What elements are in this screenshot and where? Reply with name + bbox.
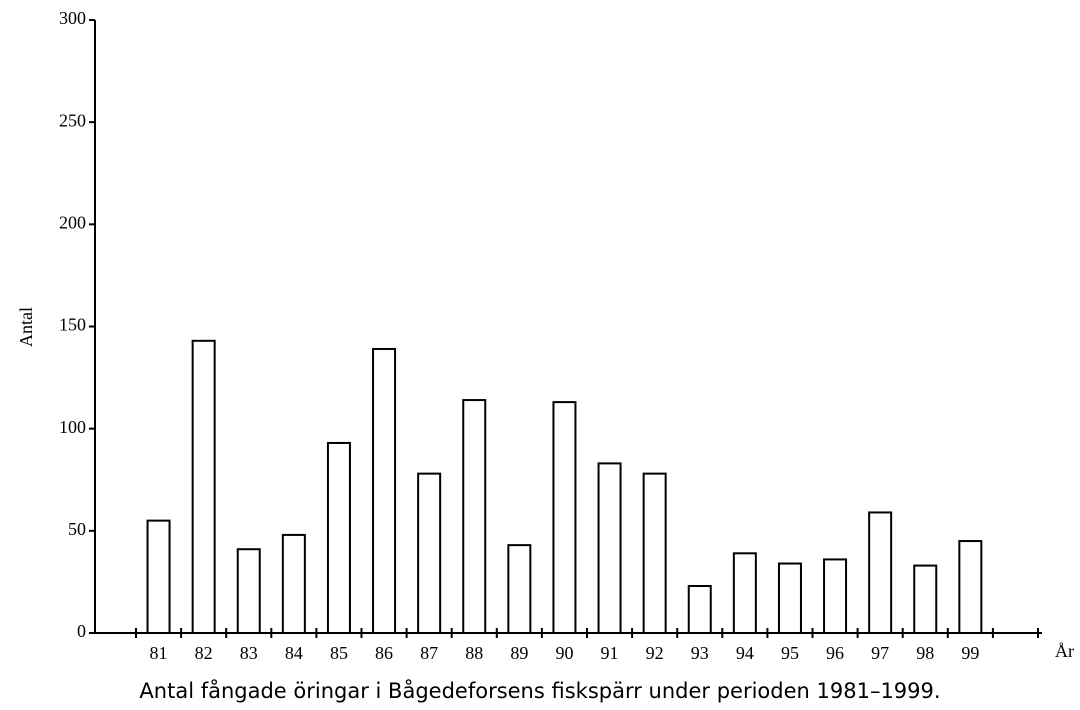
x-tick-label: 97: [871, 643, 889, 663]
x-tick-label: 91: [601, 643, 619, 663]
y-tick-label: 100: [59, 417, 86, 437]
bar: [913, 564, 938, 635]
y-tick-label: 250: [59, 110, 86, 130]
x-axis-label: År: [1055, 641, 1074, 661]
x-tick-label: 94: [736, 643, 754, 663]
bar: [687, 585, 712, 635]
x-tick-label: 89: [510, 643, 528, 663]
bar: [507, 544, 532, 634]
x-tick-label: 85: [330, 643, 348, 663]
x-tick-label: 95: [781, 643, 799, 663]
y-tick-label: 50: [68, 519, 86, 539]
chart-title: Antal fångade öringar i Bågedeforsens fi…: [139, 678, 940, 703]
x-tick-label: 88: [465, 643, 483, 663]
x-tick-label: 87: [420, 643, 438, 663]
bar: [191, 339, 216, 634]
bar: [823, 558, 848, 634]
bar: [732, 552, 757, 634]
bar: [642, 472, 667, 634]
bar: [236, 548, 261, 634]
bar: [372, 347, 397, 634]
bar: [281, 533, 306, 634]
bar: [417, 472, 442, 634]
y-tick-label: 200: [59, 212, 86, 232]
x-tick-label: 86: [375, 643, 393, 663]
x-tick-label: 81: [150, 643, 168, 663]
bar: [958, 540, 983, 634]
bar: [146, 519, 171, 634]
bar: [868, 511, 893, 635]
bar: [777, 562, 802, 635]
x-tick-label: 99: [961, 643, 979, 663]
x-tick-label: 82: [195, 643, 213, 663]
bar: [552, 401, 577, 634]
bar: [326, 441, 351, 634]
x-tick-label: 96: [826, 643, 844, 663]
x-tick-label: 90: [555, 643, 573, 663]
x-tick-label: 98: [916, 643, 934, 663]
y-tick-label: 0: [77, 621, 86, 641]
bar: [597, 462, 622, 634]
y-axis-label: Antal: [16, 307, 36, 347]
y-tick-label: 150: [59, 315, 86, 335]
x-tick-label: 93: [691, 643, 709, 663]
y-tick-label: 300: [59, 8, 86, 28]
x-tick-label: 84: [285, 643, 303, 663]
x-tick-label: 83: [240, 643, 258, 663]
bar: [462, 399, 487, 634]
x-tick-label: 92: [646, 643, 664, 663]
